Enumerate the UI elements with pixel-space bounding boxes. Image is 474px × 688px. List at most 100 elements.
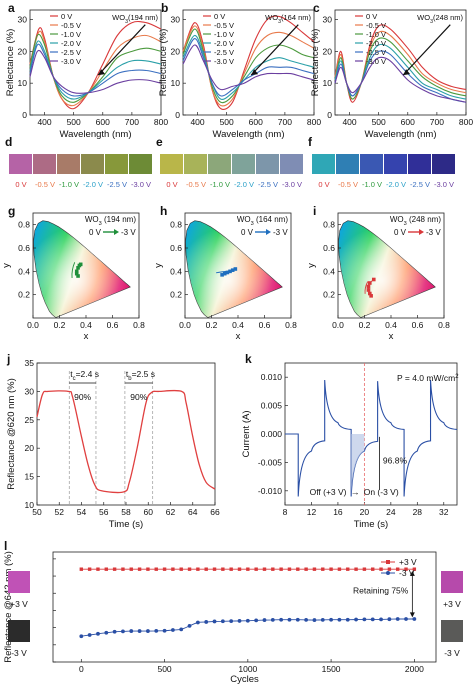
film-label: +3 V (443, 599, 461, 609)
retain-label: Retaining 75% (353, 585, 409, 595)
legend-label: -1.0 V (366, 30, 386, 39)
color-swatch-e-0 (160, 154, 183, 174)
swatch-label: -3.0 V (434, 180, 454, 189)
arrow-to-label: -3 V (426, 228, 441, 237)
swatch-label: 0 V (166, 180, 177, 189)
cie-point-g-1 (74, 271, 79, 276)
x-axis-title: Cycles (230, 674, 259, 685)
panel-label-d: d (5, 135, 12, 149)
y-tick-label: 30 (323, 15, 333, 25)
color-swatch-f-5 (432, 154, 455, 174)
trend-arrow (250, 24, 299, 76)
x-tick-label: 32 (439, 507, 449, 517)
retain-arrow-head (409, 570, 415, 576)
text-run: (164 nm) (254, 215, 289, 224)
legend-label: -0.5 V (61, 21, 81, 30)
color-swatch-e-3 (232, 154, 255, 174)
x-tick-label: 0.6 (412, 320, 424, 330)
y-tick-label: 0.2 (18, 290, 30, 300)
y-tick-label: 0.4 (323, 266, 335, 276)
minus-point-14 (195, 620, 200, 625)
x-tick-label: 8 (283, 507, 288, 517)
minus-point-24 (279, 617, 284, 622)
x-tick-label: 52 (55, 507, 65, 517)
text-run: WO (85, 215, 99, 224)
minus-point-19 (237, 619, 242, 623)
plus-point-5 (121, 567, 125, 571)
minus-point-21 (254, 618, 259, 623)
cie-title: WO3 (194 nm) (85, 215, 136, 227)
plus-point-34 (362, 567, 367, 571)
legend-label: -2.5 V (366, 48, 386, 57)
panel-label-g: g (8, 204, 15, 218)
text-run: WO (265, 13, 278, 22)
y-tick-label: 20 (171, 46, 181, 56)
power-note: P = 4.0 mW/cm2 (397, 373, 459, 383)
trend-arrow (402, 24, 451, 76)
text-run: WO (112, 13, 125, 22)
cie-point-h-5 (220, 273, 224, 277)
legend-label: -3.0 V (61, 57, 81, 66)
spectrum-axes-c (334, 9, 467, 116)
minus-point-20 (245, 618, 250, 623)
minus-point-4 (112, 629, 117, 634)
plus-point-25 (287, 567, 292, 571)
text-run: (248 nm) (407, 215, 442, 224)
x-tick-label: 2000 (405, 664, 424, 674)
panel-label-c: c (313, 1, 320, 15)
text-run: (164 nm) (281, 13, 312, 22)
plus-point-28 (312, 567, 317, 571)
y-axis-title: Reflectance (%) (158, 29, 169, 97)
plus-point-26 (296, 567, 300, 571)
color-swatch-d-2 (57, 154, 80, 174)
x-tick-label: 700 (430, 117, 444, 127)
x-axis-title: x (236, 331, 241, 342)
color-swatch-e-2 (208, 154, 231, 174)
plus-point-17 (221, 567, 225, 571)
cie-point-h-2 (228, 269, 232, 274)
swatch-label: -0.5 V (35, 180, 55, 189)
arrow-from-label: 0 V (394, 228, 407, 237)
y-tick-label: 30 (171, 15, 181, 25)
x-tick-label: 400 (190, 117, 204, 127)
x-tick-label: 800 (154, 117, 168, 127)
legend-label: -3.0 V (366, 57, 386, 66)
y-axis-title: Reflectance @642 nm (%) (3, 551, 14, 663)
panel-label-h: h (160, 204, 167, 218)
cie-title: WO3 (164 nm) (237, 215, 288, 227)
legend-arrow-head (419, 229, 424, 235)
x-axis-title: x (84, 331, 89, 342)
panel-label-a: a (8, 1, 15, 15)
plus-point-24 (279, 567, 283, 571)
minus-point-8 (146, 629, 150, 633)
plus-point-12 (179, 567, 183, 571)
plus-point-21 (254, 567, 258, 571)
y-tick-label: 0.6 (323, 243, 335, 253)
cie-point-g-0 (76, 274, 80, 278)
legend-label: -2.0 V (61, 39, 81, 48)
text-run: t (126, 369, 129, 379)
x-tick-label: 0.2 (206, 320, 218, 330)
plus-point-4 (112, 567, 117, 571)
text-run: WO (237, 215, 251, 224)
y-tick-label: 20 (323, 46, 333, 56)
plus-point-32 (346, 567, 350, 571)
plus-point-3 (104, 567, 108, 571)
text-run: 3 (278, 19, 281, 25)
legend-label: 0 V (366, 12, 377, 21)
cie-arrow (364, 281, 369, 294)
swatch-label: -3.0 V (282, 180, 302, 189)
x-tick-label: 800 (459, 117, 473, 127)
x-tick-label: 28 (413, 507, 423, 517)
minus-point-35 (370, 617, 375, 622)
series-line-c-2 (334, 37, 467, 100)
minus-point-9 (154, 628, 159, 633)
film-swatch-right-top (441, 571, 463, 593)
x-axis-title: Time (s) (109, 519, 143, 530)
minus-point-17 (220, 619, 225, 624)
minus-point-11 (170, 628, 175, 632)
swatch-label: -2.5 V (410, 180, 430, 189)
series-line-c-5 (334, 56, 467, 103)
minus-point-26 (295, 617, 300, 622)
minus-point-7 (137, 629, 142, 633)
